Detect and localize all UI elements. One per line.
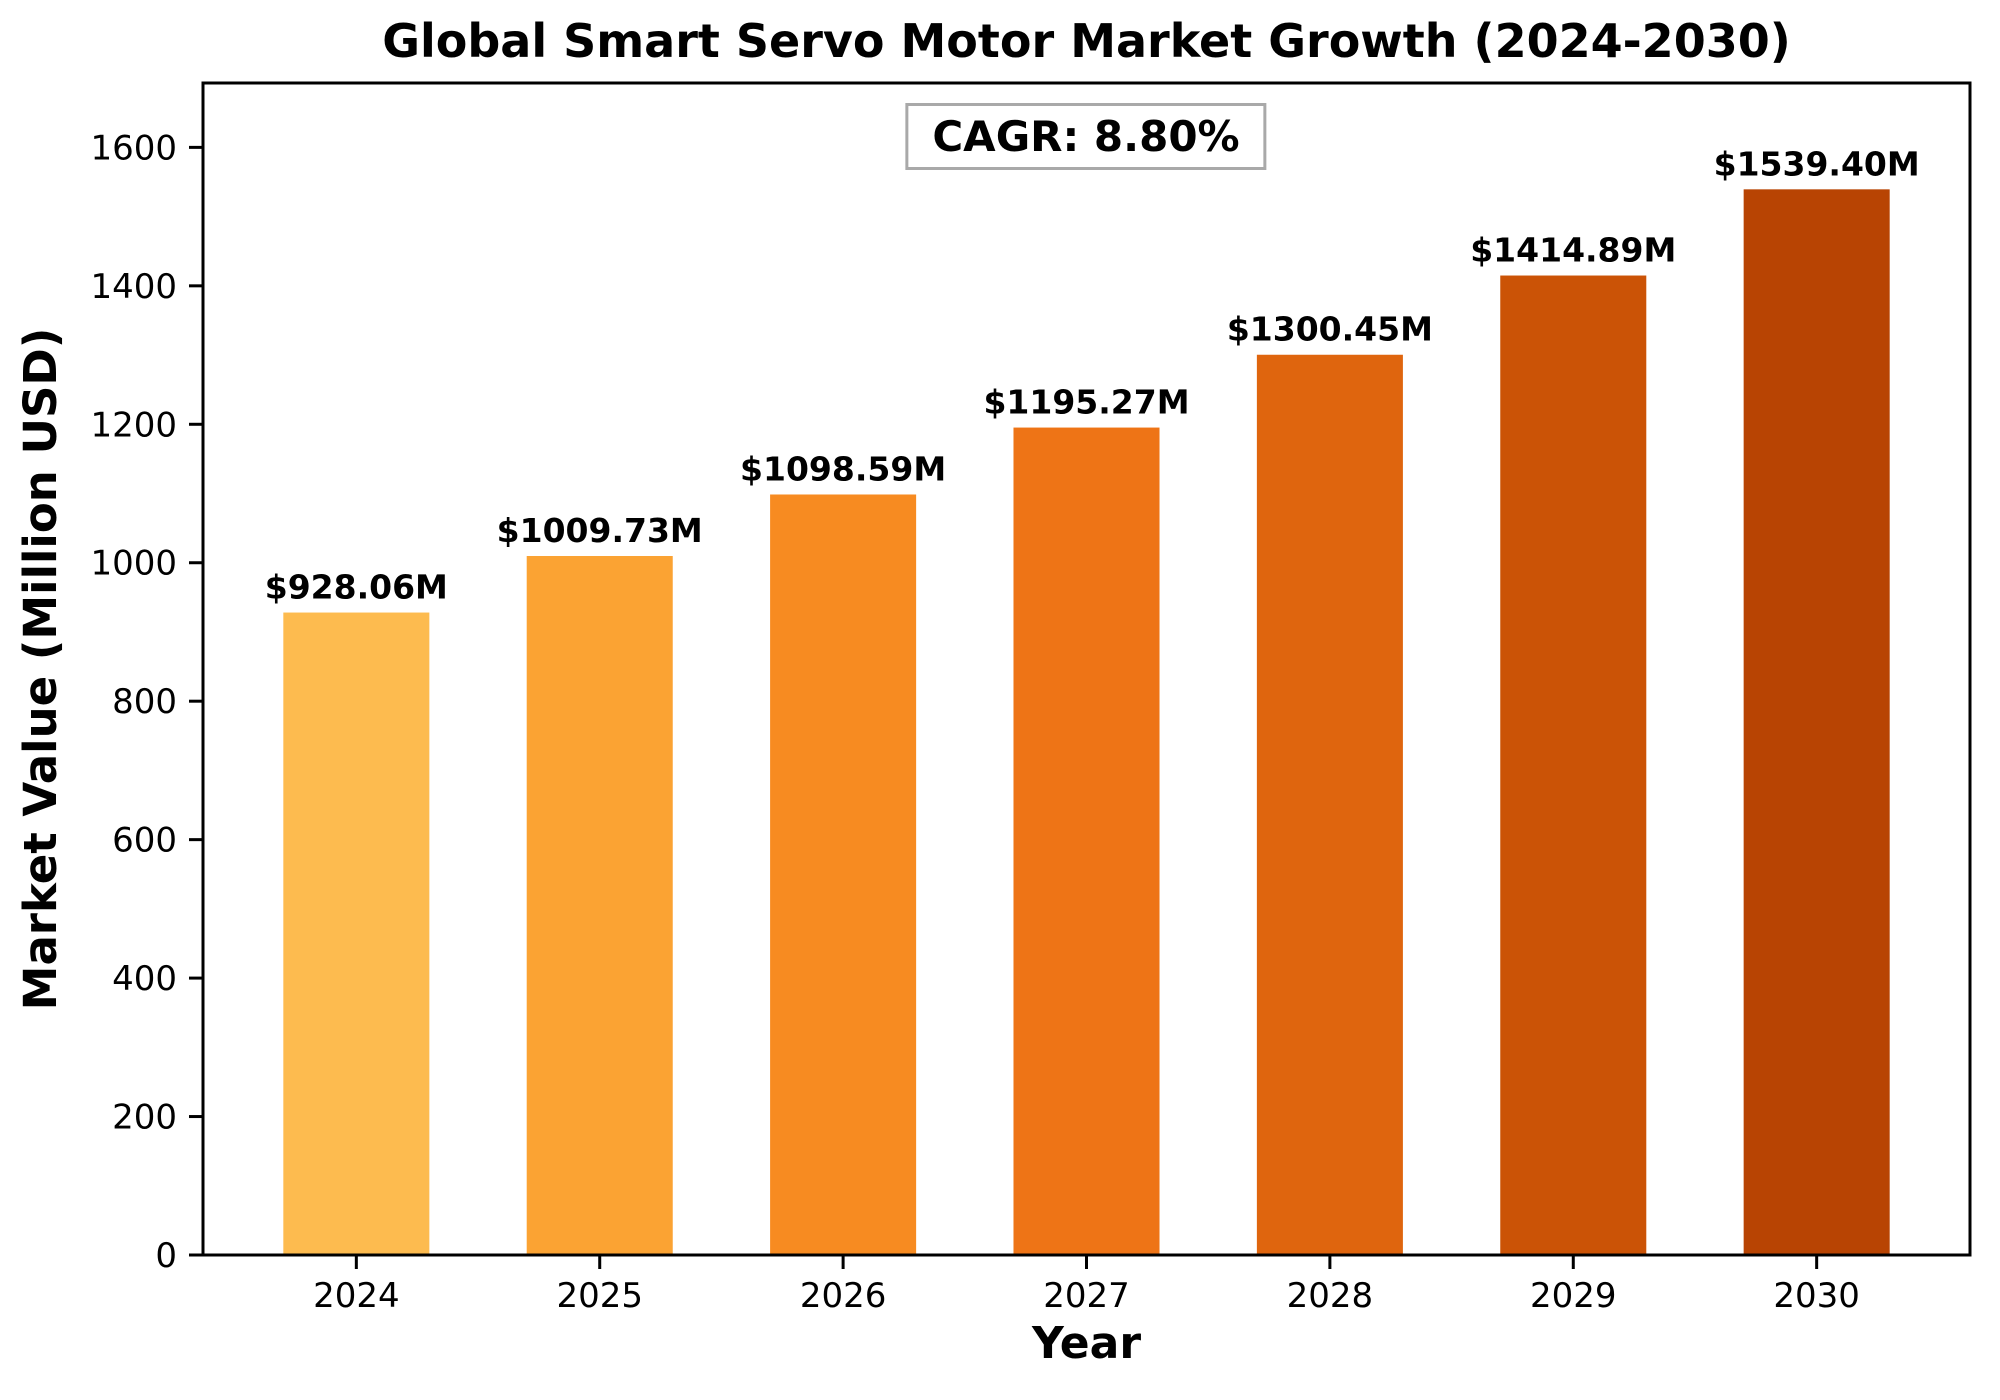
bar-value-label: $1098.59M: [740, 449, 946, 488]
bar: [526, 556, 673, 1255]
bar-value-label: $1300.45M: [1227, 310, 1433, 349]
y-tick-label: 1400: [90, 267, 177, 307]
bar: [1013, 427, 1160, 1255]
bar-value-label: $928.06M: [265, 568, 448, 607]
bar: [770, 494, 917, 1255]
bar-value-label: $1009.73M: [497, 511, 703, 550]
x-tick-label: 2030: [1773, 1276, 1860, 1316]
x-tick-label: 2027: [1043, 1276, 1130, 1316]
y-tick-label: 200: [112, 1098, 177, 1138]
chart-title: Global Smart Servo Motor Market Growth (…: [382, 14, 1791, 68]
x-tick-label: 2028: [1287, 1276, 1374, 1316]
y-tick-label: 1000: [90, 544, 177, 584]
cagr-annotation: CAGR: 8.80%: [905, 103, 1267, 170]
cagr-annotation-text: CAGR: 8.80%: [932, 112, 1240, 161]
bar-value-label: $1414.89M: [1470, 231, 1676, 270]
bar-value-label: $1539.40M: [1714, 144, 1920, 183]
x-axis-label: Year: [1031, 1318, 1142, 1369]
y-tick-label: 800: [112, 682, 177, 722]
bar: [1256, 354, 1403, 1255]
bar-value-label: $1195.27M: [983, 383, 1189, 422]
y-tick-label: 400: [112, 959, 177, 999]
bar: [1743, 189, 1890, 1255]
y-tick-label: 1200: [90, 405, 177, 445]
x-tick-label: 2026: [800, 1276, 887, 1316]
x-tick-label: 2024: [313, 1276, 400, 1316]
plot-border: [201, 81, 1972, 1257]
y-tick-label: 0: [155, 1236, 177, 1276]
bar: [283, 612, 430, 1255]
x-tick-label: 2029: [1530, 1276, 1617, 1316]
bar: [1500, 275, 1647, 1256]
y-tick-label: 600: [112, 821, 177, 861]
y-tick-label: 1600: [90, 128, 177, 168]
x-tick-label: 2025: [556, 1276, 643, 1316]
